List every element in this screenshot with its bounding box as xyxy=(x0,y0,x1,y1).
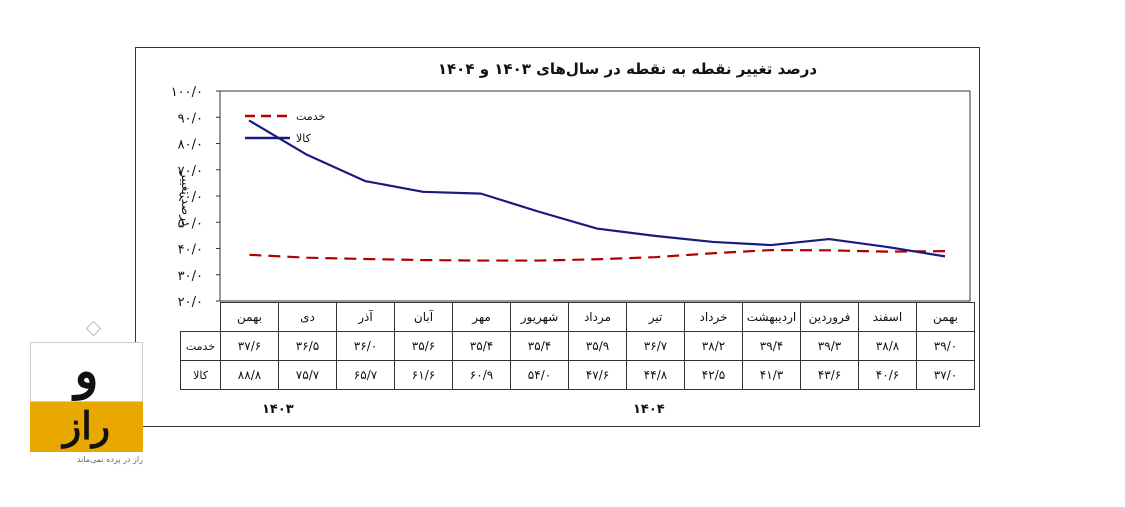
y-axis-label: درصد تغییر xyxy=(179,171,193,227)
goods-value-cell: ۴۱/۳ xyxy=(742,360,801,390)
row-label-goods: کالا xyxy=(180,360,221,390)
month-header: آذر xyxy=(336,302,395,332)
row-label-service: خدمت xyxy=(180,331,221,361)
table-row-goods: کالا ۸۸/۸ ۷۵/۷ ۶۵/۷ ۶۱/۶ ۶۰/۹ ۵۴/۰ ۴۷/۶ ۴۴/۸ ۴۲/۵… xyxy=(180,360,975,390)
y-tick-label: ۳۰/۰ xyxy=(178,269,203,284)
month-header: خرداد xyxy=(684,302,743,332)
month-header: اردیبهشت xyxy=(742,302,801,332)
goods-value-cell: ۴۴/۸ xyxy=(626,360,685,390)
logo-top: و xyxy=(30,342,143,402)
service-value-cell: ۳۵/۴ xyxy=(452,331,511,361)
goods-value-cell: ۶۵/۷ xyxy=(336,360,395,390)
y-tick-label: ۱۰۰/۰ xyxy=(171,85,203,100)
goods-value-cell: ۳۷/۰ xyxy=(916,360,975,390)
chart-title: درصد تغییر نقطه به نقطه در سال‌های ۱۴۰۳ … xyxy=(437,60,818,78)
month-header: بهمن xyxy=(220,302,279,332)
data-table: بهمن دی آذر آبان مهر شهریور مرداد تیر خرداد اردیب… xyxy=(180,302,975,390)
table-header-row: بهمن دی آذر آبان مهر شهریور مرداد تیر خرداد اردیب… xyxy=(180,302,975,332)
table-row-service: خدمت ۳۷/۶ ۳۶/۵ ۳۶/۰ ۳۵/۶ ۳۵/۴ ۳۵/۴ ۳۵/۹ ۳۶/۷ ۳۸/۲… xyxy=(180,331,975,361)
service-value-cell: ۳۹/۴ xyxy=(742,331,801,361)
service-value-cell: ۳۵/۹ xyxy=(568,331,627,361)
y-tick-label: ۵۰/۰ xyxy=(178,216,203,231)
service-value-cell: ۳۹/۰ xyxy=(916,331,975,361)
table-corner xyxy=(180,302,221,332)
month-header: آبان xyxy=(394,302,453,332)
goods-value-cell: ۶۰/۹ xyxy=(452,360,511,390)
month-header: مرداد xyxy=(568,302,627,332)
month-header: فروردین xyxy=(800,302,859,332)
year-label-1404: ۱۴۰۴ xyxy=(633,402,665,417)
service-value-cell: ۳۵/۶ xyxy=(394,331,453,361)
y-tick-label: ۴۰/۰ xyxy=(178,243,203,258)
service-value-cell: ۳۹/۳ xyxy=(800,331,859,361)
logo: و راز xyxy=(30,342,143,452)
service-value-cell: ۳۶/۰ xyxy=(336,331,395,361)
legend-label-service: خدمت xyxy=(296,110,325,123)
y-tick-label: ۸۰/۰ xyxy=(178,138,203,153)
goods-value-cell: ۴۳/۶ xyxy=(800,360,859,390)
logo-tagline: راز در پرده نمی‌ماند xyxy=(76,455,143,464)
service-value-cell: ۳۸/۸ xyxy=(858,331,917,361)
goods-value-cell: ۴۷/۶ xyxy=(568,360,627,390)
month-header: مهر xyxy=(452,302,511,332)
month-header: شهریور xyxy=(510,302,569,332)
month-header: دی xyxy=(278,302,337,332)
goods-value-cell: ۴۰/۶ xyxy=(858,360,917,390)
series-line-goods xyxy=(248,119,946,258)
service-value-cell: ۳۶/۵ xyxy=(278,331,337,361)
goods-value-cell: ۷۵/۷ xyxy=(278,360,337,390)
plot-area xyxy=(219,90,971,302)
y-tick-label: ۶۰/۰ xyxy=(178,190,203,205)
y-tick-label: ۹۰/۰ xyxy=(178,111,203,126)
goods-value-cell: ۵۴/۰ xyxy=(510,360,569,390)
legend-label-goods: کالا xyxy=(296,132,312,145)
goods-value-cell: ۶۱/۶ xyxy=(394,360,453,390)
service-value-cell: ۳۵/۴ xyxy=(510,331,569,361)
month-header: تیر xyxy=(626,302,685,332)
y-tick-label: ۷۰/۰ xyxy=(178,164,203,179)
service-value-cell: ۳۷/۶ xyxy=(220,331,279,361)
chart-frame xyxy=(135,47,980,427)
series-line-service xyxy=(248,248,946,262)
year-label-1403: ۱۴۰۳ xyxy=(262,402,294,417)
logo-bottom: راز xyxy=(30,402,143,452)
month-header: اسفند xyxy=(858,302,917,332)
goods-value-cell: ۸۸/۸ xyxy=(220,360,279,390)
service-value-cell: ۳۶/۷ xyxy=(626,331,685,361)
month-header: بهمن xyxy=(916,302,975,332)
service-value-cell: ۳۸/۲ xyxy=(684,331,743,361)
goods-value-cell: ۴۲/۵ xyxy=(684,360,743,390)
